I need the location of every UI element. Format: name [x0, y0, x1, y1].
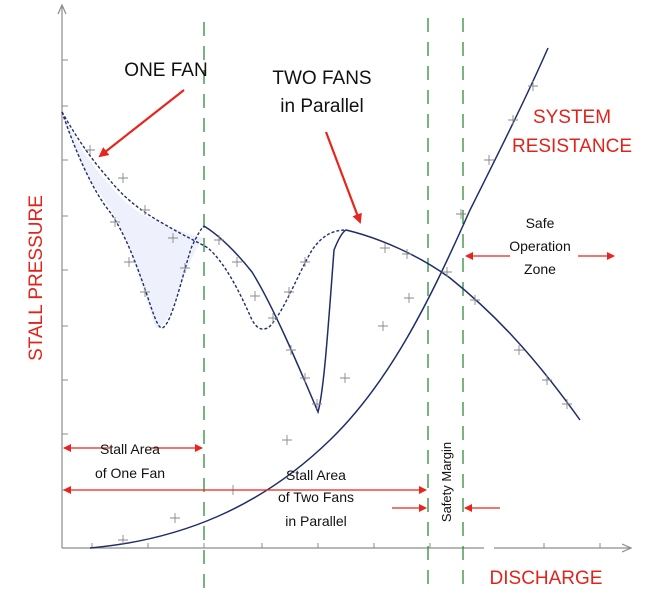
safe-zone-label-line1: Safe — [526, 215, 555, 231]
one-fan-pointer-arrow — [98, 89, 185, 158]
safety-margin-label: Safety Margin — [439, 442, 454, 522]
one-fan-label: ONE FAN — [124, 60, 207, 81]
range-arrows — [63, 252, 615, 512]
two-fans-label-line1: TWO FANS — [272, 68, 371, 89]
two-fans-label-line2: in Parallel — [280, 96, 363, 117]
system-resistance-label-line1: SYSTEM — [533, 107, 611, 128]
system-resistance-curve — [89, 47, 549, 549]
one-fan-shaded-region — [62, 112, 204, 329]
stall-two-fans-label-line3: in Parallel — [285, 513, 346, 529]
x-axis-ticks — [91, 543, 601, 548]
two-fans-pointer-arrow — [324, 131, 362, 224]
y-axis-label: STALL PRESSURE — [26, 195, 47, 361]
system-resistance-label-line2: RESISTANCE — [512, 136, 632, 157]
x-axis-gap — [484, 545, 494, 551]
stall-one-fan-label-line2: of One Fan — [95, 465, 165, 481]
data-markers — [85, 81, 572, 545]
one-fan-curve-lower — [61, 111, 205, 329]
fan-curves — [61, 47, 581, 549]
one-fan-curve-upper — [61, 111, 347, 330]
stall-two-fans-label-line1: Stall Area — [286, 467, 346, 483]
pointer-arrows — [98, 89, 362, 224]
x-axis-label: DISCHARGE — [490, 568, 603, 589]
two-fans-curve — [203, 225, 581, 421]
stall-one-fan-label-line1: Stall Area — [100, 441, 160, 457]
safe-zone-label-line3: Zone — [524, 261, 556, 277]
stall-two-fans-label-line2: of Two Fans — [278, 489, 354, 505]
safe-zone-label-line2: Operation — [509, 238, 570, 254]
